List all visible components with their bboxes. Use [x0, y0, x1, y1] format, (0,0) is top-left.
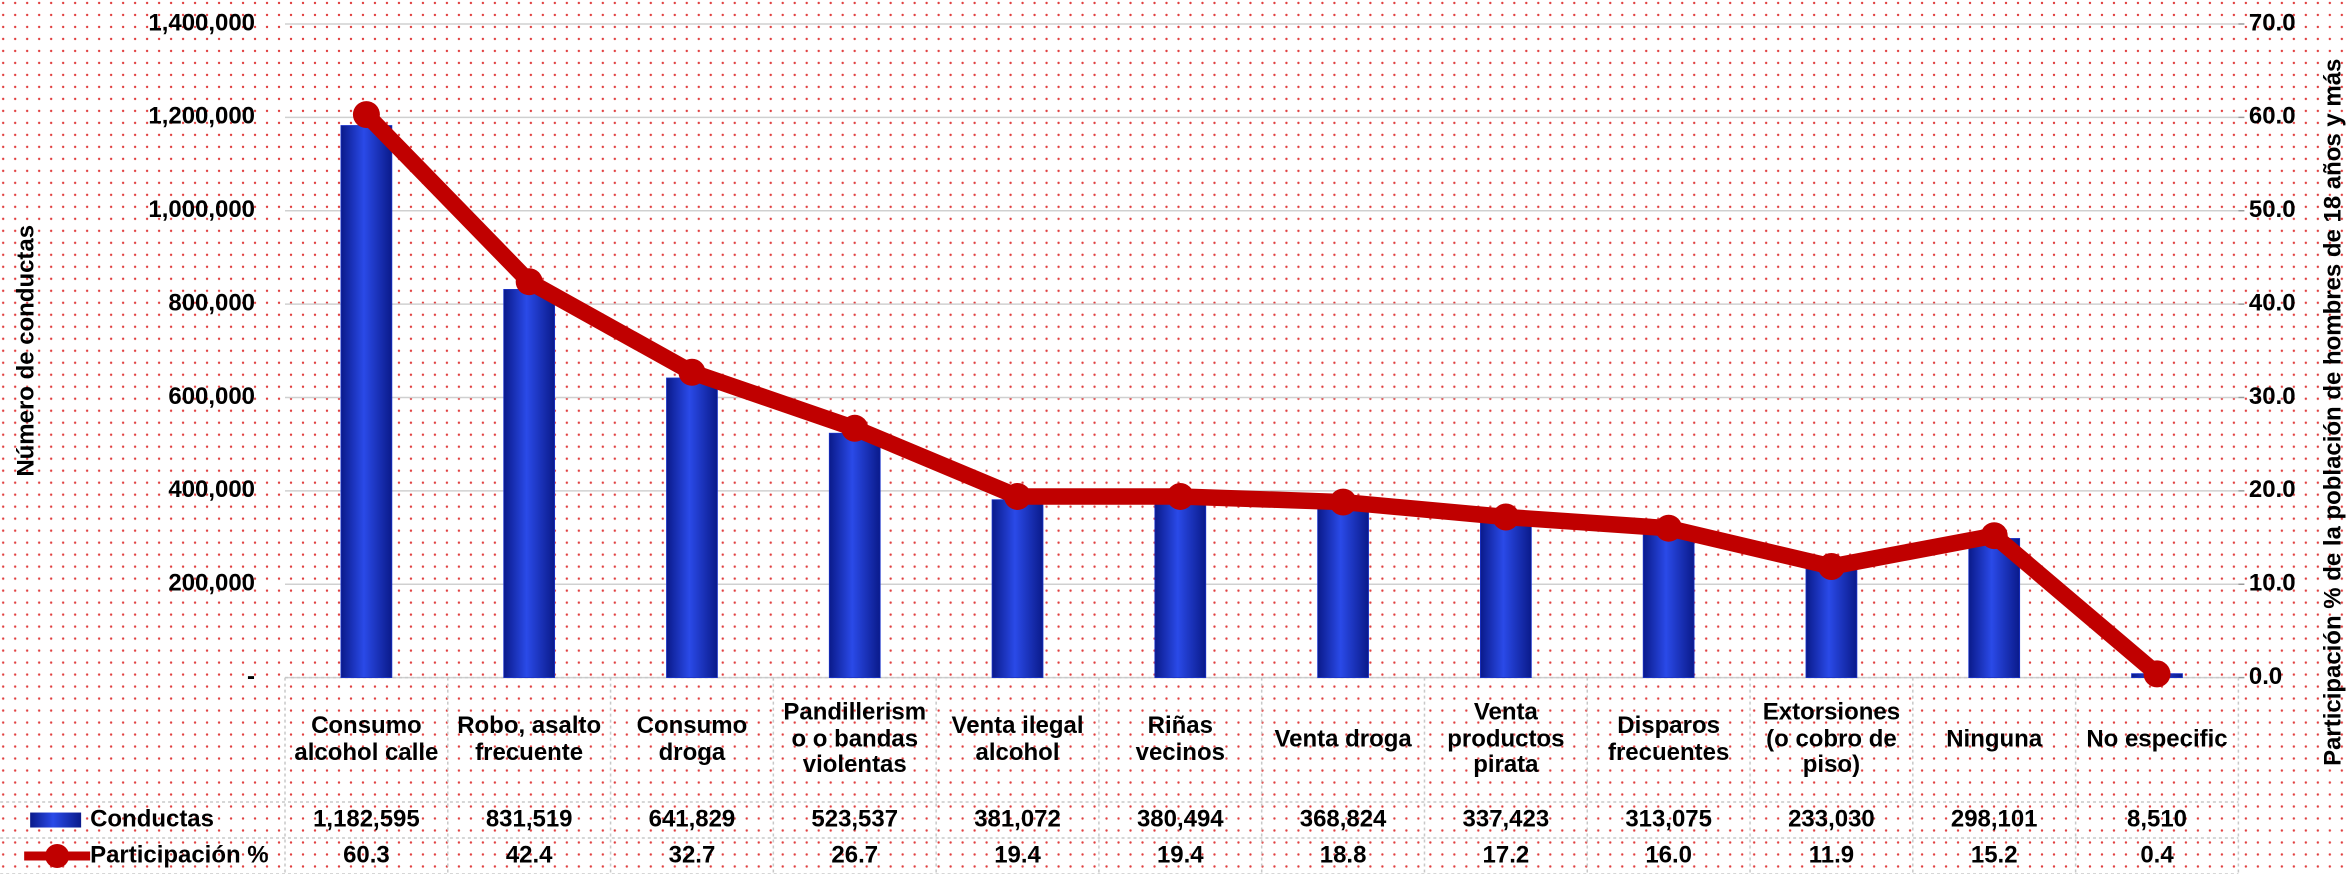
data-label: 16.0 — [1645, 841, 1692, 868]
data-label: 641,829 — [649, 805, 736, 832]
category-cell: Extorsiones (o cobro de piso) — [1762, 699, 1901, 779]
bar — [340, 125, 393, 678]
marker — [1817, 553, 1845, 580]
data-label: 313,075 — [1625, 805, 1712, 832]
category-cell: Venta productos pirata — [1447, 699, 1565, 779]
marker — [1492, 503, 1520, 531]
marker — [841, 414, 869, 442]
data-label: 0.4 — [2140, 841, 2174, 868]
y-tick-label: - — [247, 663, 255, 690]
category-cell: Consumo alcohol calle — [294, 712, 439, 766]
data-label: 60.3 — [343, 841, 390, 868]
bar — [828, 432, 881, 678]
marker — [1980, 522, 2008, 550]
data-label: 15.2 — [1971, 841, 2018, 868]
y-tick-label: 800,000 — [168, 289, 255, 316]
data-label: 368,824 — [1300, 805, 1387, 832]
data-label: 26.7 — [831, 841, 878, 868]
y2-tick-label: 60.0 — [2249, 103, 2296, 130]
data-label: 337,423 — [1463, 805, 1550, 832]
data-label: 42.4 — [506, 841, 553, 868]
legend-swatch — [45, 844, 70, 869]
category-cell: Riñas vecinos — [1135, 712, 1225, 766]
bar — [991, 499, 1044, 678]
y2-axis-title: Participación % de la población de hombr… — [2320, 59, 2347, 766]
data-label: 831,519 — [486, 805, 573, 832]
marker — [1166, 482, 1194, 510]
marker — [1655, 514, 1683, 542]
bar — [1805, 568, 1858, 678]
data-label: 233,030 — [1788, 805, 1875, 832]
x-tick-label: Venta droga — [1274, 726, 1412, 752]
marker — [352, 101, 380, 129]
bar — [1480, 519, 1532, 678]
data-label: 381,072 — [974, 805, 1061, 832]
y2-tick-label: 50.0 — [2249, 196, 2296, 223]
bar — [1968, 538, 2021, 678]
legend-swatch — [30, 812, 82, 828]
data-label: 32.7 — [669, 841, 716, 868]
y2-tick-label: 40.0 — [2249, 289, 2296, 316]
y-tick-label: 400,000 — [168, 476, 255, 503]
bar — [1154, 499, 1207, 678]
y2-tick-label: 20.0 — [2249, 476, 2296, 503]
data-label: 8,510 — [2127, 805, 2187, 832]
x-tick-label: Venta productos pirata — [1447, 699, 1565, 779]
x-tick-label: Consumo droga — [636, 712, 748, 766]
marker — [1004, 482, 1032, 510]
y2-tick-label: 0.0 — [2249, 663, 2282, 690]
data-label: 17.2 — [1483, 841, 1530, 868]
marker — [1329, 488, 1357, 516]
x-tick-label: Riñas vecinos — [1135, 712, 1225, 766]
data-label: 523,537 — [811, 805, 898, 832]
data-label: 1,182,595 — [313, 805, 420, 832]
category-cell: Venta droga — [1274, 726, 1412, 752]
category-cell: Robo, asalto frecuente — [457, 712, 602, 766]
x-tick-label: No especific — [2086, 726, 2228, 752]
x-tick-label: Venta ilegal alcohol — [951, 712, 1084, 766]
bar — [1642, 531, 1695, 678]
bar — [666, 377, 718, 678]
bar — [1317, 505, 1369, 678]
legend-label: Conductas — [90, 805, 214, 832]
legend-label: Participación % — [90, 841, 269, 868]
category-cell: Ninguna — [1946, 726, 2043, 752]
y2-tick-label: 70.0 — [2249, 9, 2296, 36]
x-tick-label: Pandillerismo o bandas violentas — [783, 699, 927, 779]
marker — [678, 358, 706, 386]
y-tick-label: 200,000 — [168, 570, 255, 597]
marker — [515, 268, 543, 296]
x-tick-label: Robo, asalto frecuente — [457, 712, 602, 766]
category-cell: No especific — [2086, 726, 2228, 752]
bar — [503, 289, 556, 678]
y-tick-label: 600,000 — [168, 383, 255, 410]
x-tick-label: Disparos frecuentes — [1607, 712, 1730, 766]
x-tick-label: Ninguna — [1946, 726, 2043, 752]
y2-tick-label: 10.0 — [2249, 570, 2296, 597]
data-label: 19.4 — [1157, 841, 1204, 868]
data-label: 380,494 — [1137, 805, 1224, 832]
data-label: 19.4 — [994, 841, 1041, 868]
category-cell: Disparos frecuentes — [1607, 712, 1730, 766]
data-label: 298,101 — [1951, 805, 2038, 832]
marker — [2143, 660, 2171, 688]
data-label: 11.9 — [1809, 841, 1854, 868]
y-tick-label: 1,400,000 — [148, 9, 255, 36]
category-cell: Consumo droga — [636, 712, 748, 766]
y2-tick-label: 30.0 — [2249, 383, 2296, 410]
y-tick-label: 1,200,000 — [148, 103, 255, 130]
line — [360, 108, 2163, 681]
x-tick-label: Extorsiones (o cobro de piso) — [1762, 699, 1901, 779]
category-cell: Venta ilegal alcohol — [951, 712, 1084, 766]
category-cell: Pandillerismo o bandas violentas — [783, 699, 927, 779]
y-tick-label: 1,000,000 — [148, 196, 255, 223]
x-tick-label: Consumo alcohol calle — [294, 712, 439, 766]
y-axis-title: Número de conductas — [12, 225, 39, 477]
data-label: 18.8 — [1320, 841, 1367, 868]
